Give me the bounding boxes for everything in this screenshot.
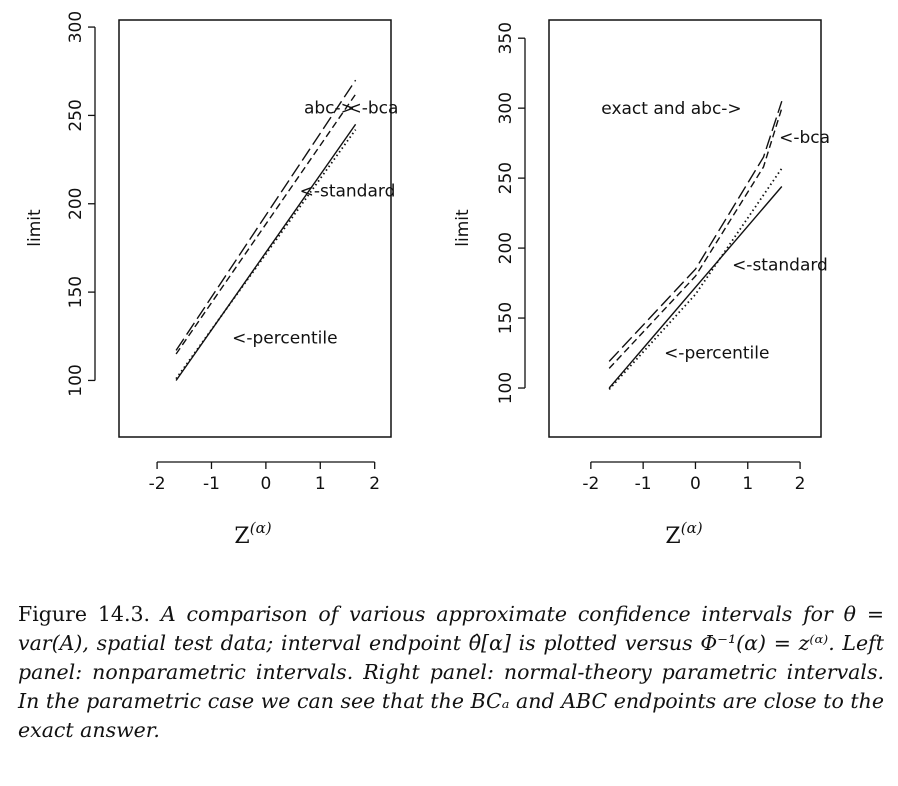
caption-text: A comparison of various approximate conf… bbox=[18, 602, 884, 742]
series-annotation: <-bca bbox=[347, 99, 398, 119]
y-tick-label: 350 bbox=[496, 22, 516, 54]
series-percentile-line bbox=[608, 167, 783, 391]
series-standard-line bbox=[608, 186, 783, 389]
y-axis-label: limit bbox=[453, 209, 473, 247]
x-tick-label: 1 bbox=[742, 474, 753, 494]
y-tick-label: 300 bbox=[66, 11, 86, 43]
y-tick-label: 250 bbox=[496, 162, 516, 194]
x-tick-label: -2 bbox=[582, 474, 599, 494]
x-tick-label: 2 bbox=[369, 474, 380, 494]
x-tick-label: 0 bbox=[690, 474, 701, 494]
y-axis-label: limit bbox=[25, 209, 45, 247]
y-tick-label: 100 bbox=[496, 372, 516, 404]
y-tick-label: 150 bbox=[66, 276, 86, 308]
x-tick-label: -1 bbox=[635, 474, 652, 494]
series-bca-line bbox=[175, 93, 357, 355]
y-tick-label: 100 bbox=[66, 364, 86, 396]
left-panel: -2 -1 0 1 2 100 150 200 250 300 limit Z(α) abc-><-bc… bbox=[25, 11, 398, 549]
y-tick-label: 150 bbox=[496, 302, 516, 334]
series-annotation: <-standard bbox=[732, 255, 828, 275]
plot-frame bbox=[548, 19, 822, 438]
figure-caption: Figure 14.3. A comparison of various app… bbox=[18, 600, 884, 745]
x-tick-label: -1 bbox=[203, 474, 220, 494]
x-tick-label: 0 bbox=[260, 474, 271, 494]
x-axis-label: Z(α) bbox=[234, 519, 271, 549]
right-panel: -2 -1 0 1 2 100 150 200 250 300 350 limit Z(α) exact … bbox=[453, 19, 830, 549]
figure: -2 -1 0 1 2100150200250300limitZ(α)abc-><-bc… bbox=[25, 11, 830, 549]
series-percentile-line bbox=[175, 129, 357, 380]
series-exact-line bbox=[608, 100, 783, 362]
series-abc-line bbox=[175, 79, 357, 351]
y-tick-label: 250 bbox=[66, 99, 86, 131]
y-tick-label: 300 bbox=[496, 92, 516, 124]
x-tick-label: -2 bbox=[149, 474, 166, 494]
series-annotation: <-standard bbox=[300, 182, 396, 202]
series-annotation: abc-> bbox=[304, 99, 355, 119]
caption-lead: Figure 14.3. bbox=[18, 602, 151, 626]
series-abc-line bbox=[608, 107, 783, 369]
series-annotation: exact and abc-> bbox=[601, 99, 741, 119]
series-annotation: <-percentile bbox=[664, 344, 769, 364]
x-tick-label: 2 bbox=[795, 474, 806, 494]
plot-frame bbox=[118, 19, 392, 438]
x-tick-label: 1 bbox=[315, 474, 326, 494]
y-tick-label: 200 bbox=[66, 188, 86, 220]
y-tick-label: 200 bbox=[496, 232, 516, 264]
series-annotation: <-bca bbox=[779, 128, 830, 148]
x-axis-label: Z(α) bbox=[665, 519, 702, 549]
series-annotation: <-percentile bbox=[232, 328, 337, 348]
